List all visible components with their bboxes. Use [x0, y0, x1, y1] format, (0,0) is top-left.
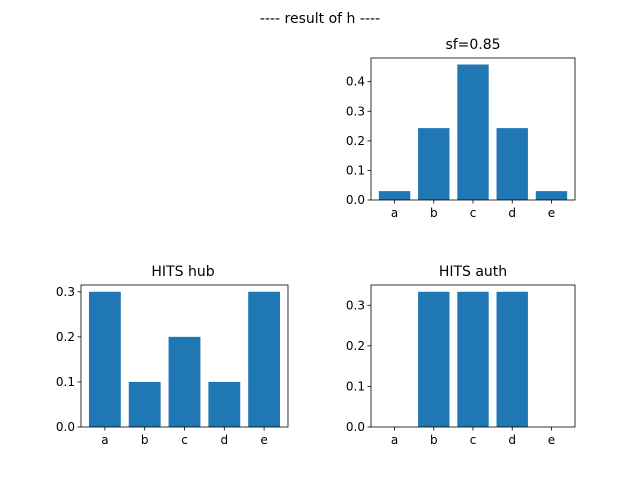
y-tick-label: 0.2 — [346, 134, 365, 148]
y-tick-label: 0.0 — [346, 420, 365, 434]
bar-e — [248, 291, 281, 427]
chart-panel-sf: sf=0.85 a b c d e 0.0 0.1 0.2 0.3 0.4 — [346, 37, 576, 220]
y-tick-label: 0.1 — [346, 379, 365, 393]
chart-title: HITS hub — [151, 264, 214, 280]
x-tick-label: b — [430, 433, 438, 447]
y-tick-label: 0.1 — [346, 163, 365, 177]
bar-c — [168, 336, 201, 427]
x-tick-label: b — [430, 206, 438, 220]
x-tick-label: a — [391, 206, 398, 220]
x-tick-label: e — [548, 206, 555, 220]
bar-b — [128, 381, 161, 427]
y-tick-label: 0.0 — [346, 193, 365, 207]
figure-suptitle: ---- result of h ---- — [260, 11, 380, 27]
bar-a — [88, 291, 121, 427]
y-tick-label: 0.3 — [56, 285, 75, 299]
bar-a — [378, 191, 411, 200]
bar-b — [418, 128, 450, 200]
x-tick-label: c — [470, 206, 477, 220]
x-tick-label: c — [181, 433, 188, 447]
x-tick-label: d — [220, 433, 228, 447]
bar-d — [496, 291, 528, 427]
x-tick-label: a — [391, 433, 398, 447]
bar-c — [457, 291, 489, 427]
x-tick-label: c — [470, 433, 477, 447]
chart-panel-hits-hub: HITS hub a b c d e 0.0 0.1 0.2 0.3 — [56, 264, 289, 447]
x-tick-label: e — [260, 433, 267, 447]
y-tick-label: 0.3 — [346, 298, 365, 312]
bar-d — [208, 381, 241, 427]
bar-d — [496, 128, 528, 200]
chart-title: HITS auth — [439, 264, 507, 280]
x-tick-label: d — [508, 206, 516, 220]
bar-c — [457, 64, 489, 200]
bar-b — [418, 291, 450, 427]
x-tick-label: e — [548, 433, 555, 447]
y-tick-label: 0.1 — [56, 375, 75, 389]
x-tick-label: b — [141, 433, 149, 447]
y-tick-label: 0.4 — [346, 75, 365, 89]
y-tick-label: 0.3 — [346, 104, 365, 118]
y-tick-label: 0.0 — [56, 420, 75, 434]
y-tick-label: 0.2 — [346, 339, 365, 353]
x-tick-label: d — [508, 433, 516, 447]
chart-panel-hits-auth: HITS auth a b c d e 0.0 0.1 0.2 0.3 — [346, 264, 576, 447]
chart-title: sf=0.85 — [445, 37, 500, 53]
y-tick-label: 0.2 — [56, 330, 75, 344]
bar-e — [535, 191, 568, 200]
x-tick-label: a — [101, 433, 108, 447]
